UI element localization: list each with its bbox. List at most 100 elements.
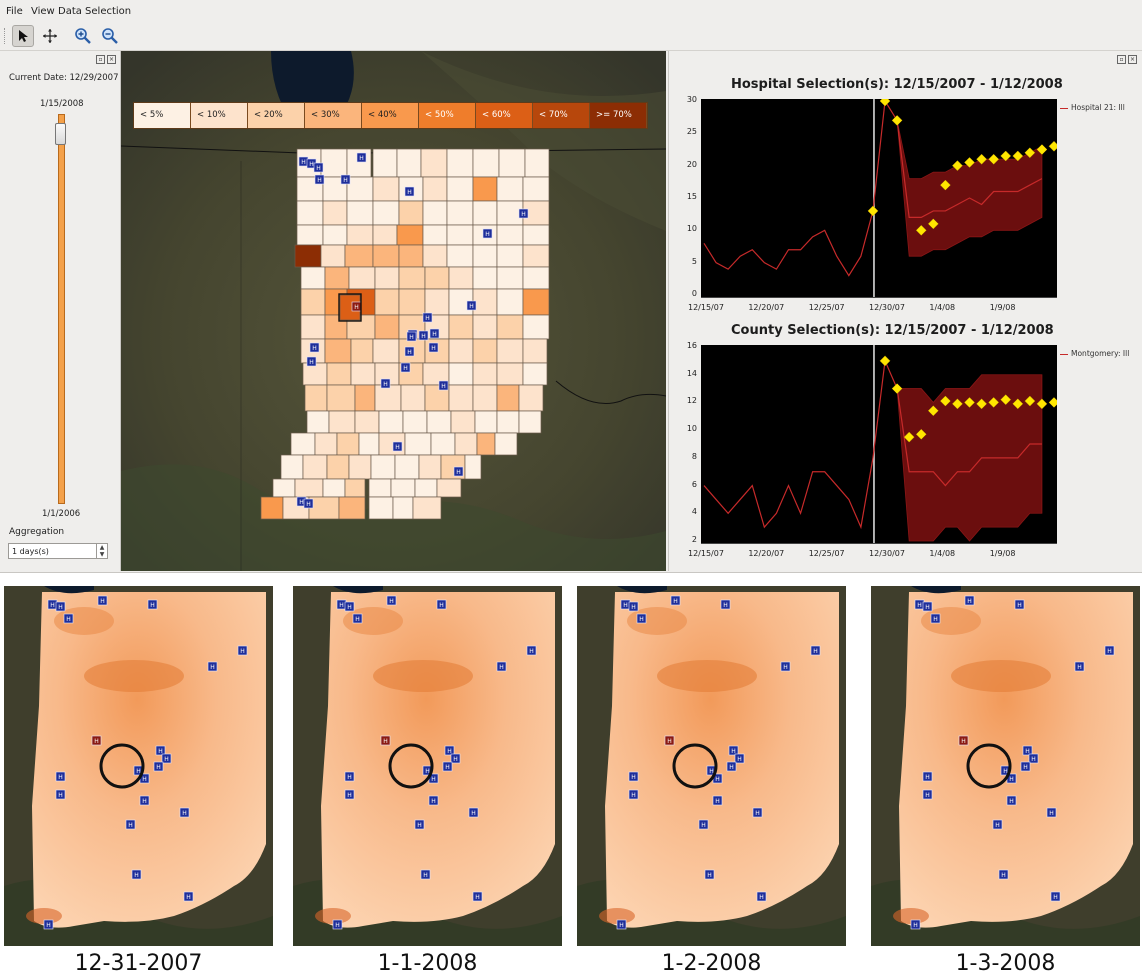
hospital-icon[interactable] bbox=[756, 891, 767, 902]
alert-marker[interactable] bbox=[891, 115, 903, 126]
county-cell[interactable] bbox=[306, 410, 330, 434]
hospital-icon[interactable] bbox=[922, 601, 933, 612]
hospital-icon[interactable] bbox=[420, 869, 431, 880]
hospital-icon[interactable] bbox=[472, 891, 483, 902]
county-cell[interactable] bbox=[374, 266, 400, 290]
county-cell[interactable] bbox=[424, 266, 450, 290]
county-cell[interactable] bbox=[280, 454, 304, 480]
hospital-icon[interactable] bbox=[436, 599, 447, 610]
county-cell[interactable] bbox=[472, 338, 498, 364]
county-cell[interactable] bbox=[472, 266, 498, 290]
hospital-icon[interactable] bbox=[386, 595, 397, 606]
hospital-icon[interactable] bbox=[518, 208, 529, 219]
menu-file[interactable]: File bbox=[6, 6, 23, 17]
county-cell[interactable] bbox=[472, 200, 498, 226]
county-cell[interactable] bbox=[474, 410, 498, 434]
hospital-icon[interactable] bbox=[930, 613, 941, 624]
hospital-icon[interactable] bbox=[810, 645, 821, 656]
county-cell[interactable] bbox=[448, 384, 474, 412]
hospital-icon[interactable] bbox=[958, 735, 969, 746]
county-cell[interactable] bbox=[494, 432, 518, 456]
county-cell[interactable] bbox=[326, 384, 356, 412]
hospital-icon[interactable] bbox=[922, 771, 933, 782]
hospital-icon[interactable] bbox=[356, 152, 367, 163]
hospital-icon[interactable] bbox=[344, 789, 355, 800]
county-cell[interactable] bbox=[398, 266, 426, 290]
hospital-icon[interactable] bbox=[97, 595, 108, 606]
county-cell[interactable] bbox=[424, 288, 450, 316]
county-cell[interactable] bbox=[496, 362, 524, 386]
hospital-icon[interactable] bbox=[352, 613, 363, 624]
county-cell[interactable] bbox=[472, 176, 498, 202]
county-cell[interactable] bbox=[472, 288, 498, 316]
hospital-icon[interactable] bbox=[726, 761, 737, 772]
county-cell[interactable] bbox=[496, 410, 520, 434]
hospital-icon[interactable] bbox=[1104, 645, 1115, 656]
hospital-icon[interactable] bbox=[664, 735, 675, 746]
alert-marker[interactable] bbox=[952, 160, 963, 172]
hospital-icon[interactable] bbox=[429, 328, 440, 339]
hospital-icon[interactable] bbox=[712, 795, 723, 806]
alert-marker[interactable] bbox=[915, 224, 927, 236]
county-cell[interactable] bbox=[448, 338, 474, 364]
hospital-icon[interactable] bbox=[428, 342, 439, 353]
hospital-icon[interactable] bbox=[303, 498, 314, 509]
hospital-icon[interactable] bbox=[404, 346, 415, 357]
county-cell[interactable] bbox=[354, 384, 376, 412]
hospital-icon[interactable] bbox=[306, 356, 317, 367]
county-cell[interactable] bbox=[472, 148, 500, 178]
hospital-icon[interactable] bbox=[400, 362, 411, 373]
county-cell[interactable] bbox=[372, 224, 398, 246]
county-cell[interactable] bbox=[344, 478, 366, 498]
hospital-icon[interactable] bbox=[155, 745, 166, 756]
county-cell[interactable] bbox=[368, 478, 392, 498]
hospital-icon[interactable] bbox=[526, 645, 537, 656]
county-cell[interactable] bbox=[372, 200, 400, 226]
alert-marker[interactable] bbox=[1024, 395, 1036, 407]
hospital-icon[interactable] bbox=[628, 601, 639, 612]
hospital-icon[interactable] bbox=[237, 645, 248, 656]
county-cell[interactable] bbox=[422, 224, 448, 246]
county-cell[interactable] bbox=[496, 338, 524, 364]
county-cell[interactable] bbox=[404, 432, 432, 456]
county-cell[interactable] bbox=[522, 224, 550, 246]
county-cell[interactable] bbox=[346, 224, 374, 246]
chart-canvas[interactable] bbox=[701, 345, 1060, 543]
menu-view[interactable]: View bbox=[31, 6, 55, 17]
county-cell[interactable] bbox=[420, 148, 448, 178]
county-cell[interactable] bbox=[400, 384, 426, 412]
hospital-icon[interactable] bbox=[628, 771, 639, 782]
hospital-icon[interactable] bbox=[207, 661, 218, 672]
hospital-icon[interactable] bbox=[1006, 795, 1017, 806]
alert-marker[interactable] bbox=[1036, 144, 1048, 155]
date-slider-track[interactable] bbox=[58, 114, 65, 504]
county-cell[interactable] bbox=[314, 432, 338, 456]
county-cell[interactable] bbox=[290, 432, 316, 456]
county-cell[interactable] bbox=[524, 148, 550, 178]
chart-canvas[interactable] bbox=[701, 95, 1060, 297]
county-cell[interactable] bbox=[302, 454, 328, 480]
hospital-icon[interactable] bbox=[392, 441, 403, 452]
county-cell[interactable] bbox=[320, 148, 348, 178]
county-cell[interactable] bbox=[372, 176, 400, 202]
hospital-icon[interactable] bbox=[1020, 761, 1031, 772]
county-cell[interactable] bbox=[402, 410, 428, 434]
county-cell[interactable] bbox=[426, 410, 452, 434]
hospital-icon[interactable] bbox=[125, 819, 136, 830]
county-cell[interactable] bbox=[518, 410, 542, 434]
county-cell[interactable] bbox=[522, 266, 550, 290]
hospital-icon[interactable] bbox=[922, 789, 933, 800]
hospital-icon[interactable] bbox=[340, 174, 351, 185]
county-cell[interactable] bbox=[446, 176, 474, 202]
hospital-icon[interactable] bbox=[55, 601, 66, 612]
county-cell[interactable] bbox=[454, 432, 478, 456]
hospital-icon[interactable] bbox=[1028, 753, 1039, 764]
alert-marker[interactable] bbox=[1012, 150, 1024, 162]
county-cell[interactable] bbox=[464, 454, 482, 480]
alert-marker[interactable] bbox=[879, 355, 891, 367]
county-cell[interactable] bbox=[472, 244, 498, 268]
